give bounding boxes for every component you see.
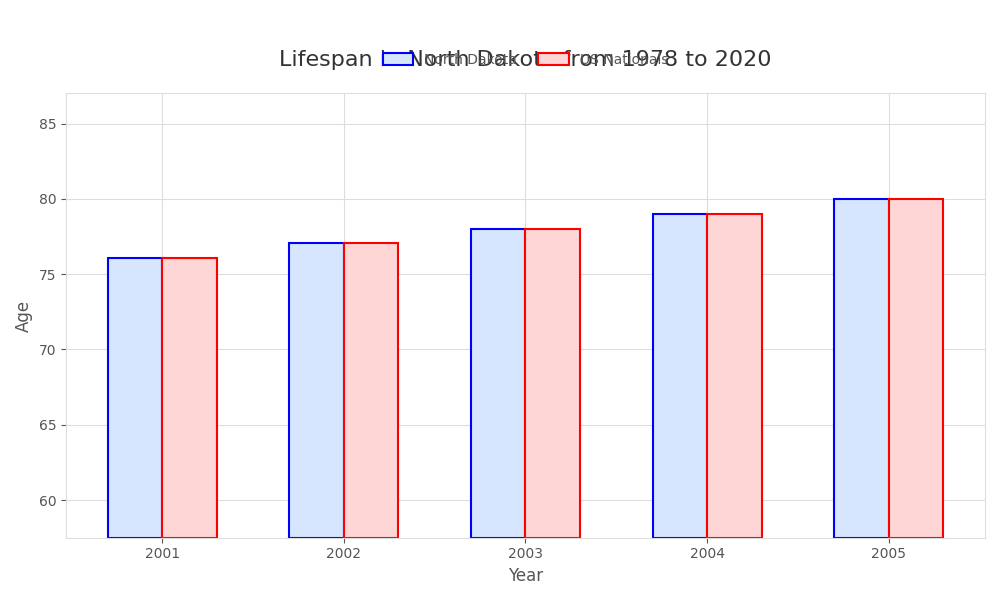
Title: Lifespan in North Dakota from 1978 to 2020: Lifespan in North Dakota from 1978 to 20… — [279, 50, 772, 70]
Bar — [344, 242, 398, 538]
Bar — [289, 242, 344, 538]
Bar — [834, 199, 889, 538]
Bar — [707, 214, 762, 538]
Legend: North Dakota, US Nationals: North Dakota, US Nationals — [377, 47, 674, 72]
Bar — [108, 257, 162, 538]
Y-axis label: Age: Age — [15, 299, 33, 332]
Bar — [471, 229, 525, 538]
Bar — [889, 199, 943, 538]
Bar — [653, 214, 707, 538]
Bar — [162, 257, 217, 538]
X-axis label: Year: Year — [508, 567, 543, 585]
Bar — [525, 229, 580, 538]
